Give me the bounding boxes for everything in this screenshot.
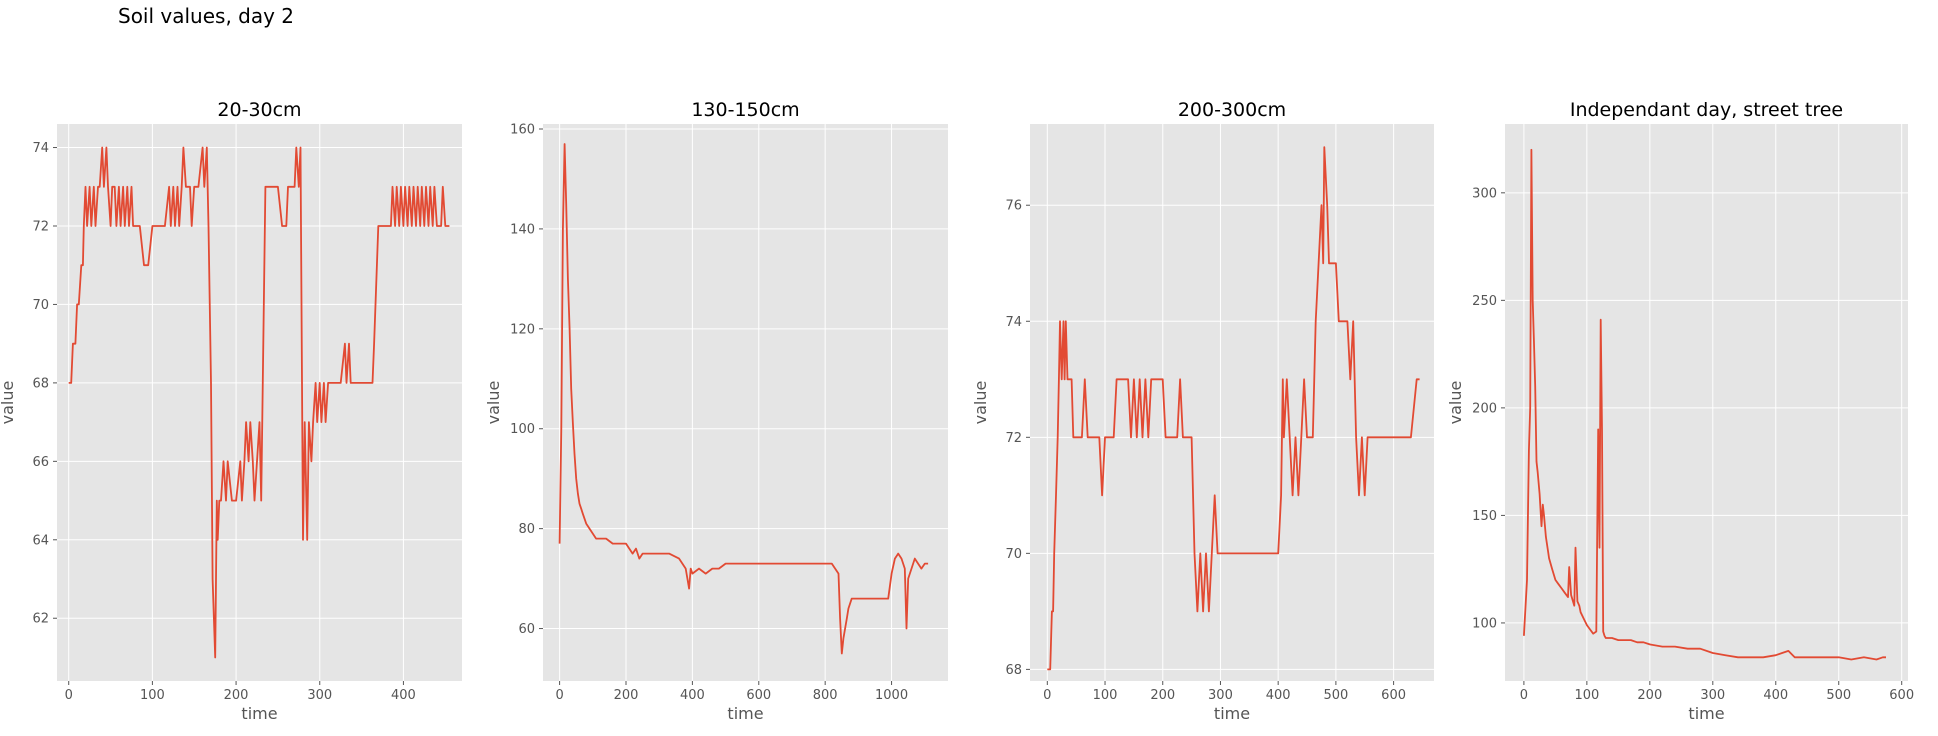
series-line: [1047, 146, 1420, 671]
x-axis-label: time: [727, 704, 763, 723]
y-tick-label: 74: [1005, 315, 1022, 330]
y-axis-label: value: [971, 381, 990, 425]
x-tick-label: 200: [1150, 688, 1175, 703]
y-tick-label: 68: [1005, 663, 1022, 678]
subplot-200-300cm: 0 100 200 300 400 500 600 68 70 72 74 76 200-300cm ti…: [971, 99, 1434, 723]
x-tick-label: 300: [307, 688, 332, 703]
y-tick-label: 68: [32, 376, 49, 391]
y-tick-label: 120: [510, 322, 535, 337]
series-line: [68, 146, 450, 659]
figure-suptitle: Soil values, day 2: [118, 4, 295, 28]
y-tick-label: 60: [518, 622, 535, 637]
x-tick-label: 200: [1637, 688, 1662, 703]
y-tick-label: 66: [32, 455, 49, 470]
x-tick-label: 200: [224, 688, 249, 703]
x-tick-label: 300: [1208, 688, 1233, 703]
x-tick-label: 200: [614, 688, 639, 703]
y-tick-label: 72: [1005, 431, 1022, 446]
plot-area: [543, 124, 948, 681]
x-tick-label: 600: [1381, 688, 1406, 703]
y-tick-label: 70: [32, 298, 49, 313]
x-tick-label: 500: [1826, 688, 1851, 703]
y-axis-label: value: [484, 381, 503, 425]
y-axis-label: value: [0, 381, 17, 425]
x-tick-label: 400: [391, 688, 416, 703]
x-tick-label: 400: [680, 688, 705, 703]
y-tick-label: 160: [510, 122, 535, 137]
y-tick-label: 80: [518, 522, 535, 537]
subplot-title: 130-150cm: [691, 99, 799, 121]
x-tick-label: 500: [1323, 688, 1348, 703]
plot-area: [1505, 124, 1908, 681]
y-tick-label: 300: [1472, 186, 1497, 201]
x-tick-label: 100: [140, 688, 165, 703]
x-axis-label: time: [241, 704, 277, 723]
subplot-20-30cm: 0 100 200 300 400 62 64 66 68 70 72 74 20-30cm time va…: [0, 99, 462, 723]
y-tick-label: 62: [32, 612, 49, 627]
y-tick-label: 140: [510, 222, 535, 237]
x-tick-label: 0: [555, 688, 563, 703]
x-axis-label: time: [1688, 704, 1724, 723]
y-tick-label: 74: [32, 141, 49, 156]
x-tick-label: 300: [1700, 688, 1725, 703]
y-tick-label: 250: [1472, 294, 1497, 309]
subplot-130-150cm: 0 200 400 600 800 1000 60 80 100 120 140 160 130-150…: [484, 99, 948, 723]
x-tick-label: 600: [1889, 688, 1914, 703]
plot-area: [1030, 124, 1434, 681]
y-tick-label: 72: [32, 219, 49, 234]
y-tick-label: 200: [1472, 401, 1497, 416]
x-tick-label: 600: [746, 688, 771, 703]
y-tick-label: 76: [1005, 199, 1022, 214]
y-axis-label: value: [1446, 381, 1465, 425]
series-line: [558, 143, 929, 655]
subplot-title: 200-300cm: [1178, 99, 1286, 121]
subplot-title: Independant day, street tree: [1570, 99, 1843, 121]
y-tick-label: 100: [510, 422, 535, 437]
x-tick-label: 100: [1093, 688, 1118, 703]
y-tick-label: 70: [1005, 547, 1022, 562]
x-tick-label: 1000: [875, 688, 908, 703]
x-tick-label: 100: [1574, 688, 1599, 703]
x-tick-label: 400: [1763, 688, 1788, 703]
subplot-street-tree: 0 100 200 300 400 500 600 100 150 200 250 300 Indepe…: [1446, 99, 1914, 723]
subplot-title: 20-30cm: [217, 99, 301, 121]
y-tick-label: 64: [32, 533, 49, 548]
y-tick-label: 150: [1472, 509, 1497, 524]
y-tick-label: 100: [1472, 616, 1497, 631]
x-tick-label: 400: [1266, 688, 1291, 703]
x-tick-label: 800: [813, 688, 838, 703]
x-tick-label: 0: [1520, 688, 1528, 703]
x-tick-label: 0: [1043, 688, 1051, 703]
x-axis-label: time: [1214, 704, 1250, 723]
x-tick-label: 0: [65, 688, 73, 703]
series-line: [1523, 148, 1886, 661]
